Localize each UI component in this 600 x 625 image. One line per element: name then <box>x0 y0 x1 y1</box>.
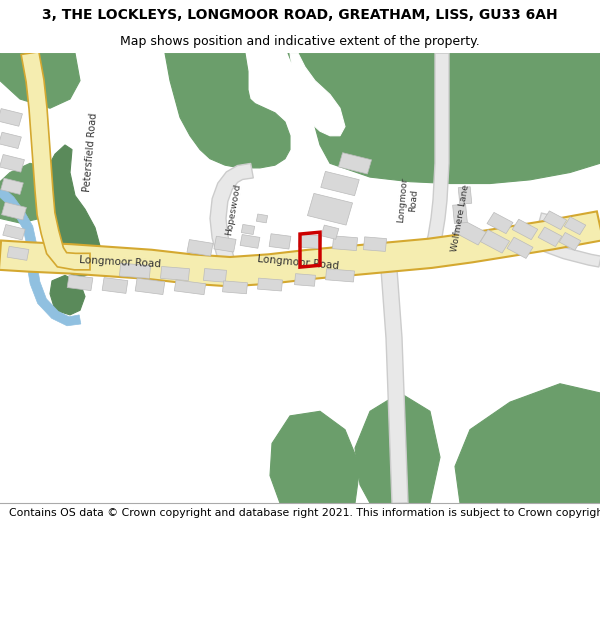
Polygon shape <box>0 163 60 223</box>
Text: Wolfmere Lane: Wolfmere Lane <box>449 184 470 253</box>
Text: Map shows position and indicative extent of the property.: Map shows position and indicative extent… <box>120 35 480 48</box>
Polygon shape <box>0 188 81 326</box>
Polygon shape <box>0 211 600 286</box>
Text: Longmoor
Road: Longmoor Road <box>397 177 419 224</box>
Bar <box>1 178 23 194</box>
Bar <box>203 269 227 282</box>
Polygon shape <box>288 53 600 184</box>
Bar <box>481 229 509 253</box>
Bar <box>214 236 236 252</box>
Polygon shape <box>355 393 440 503</box>
Bar <box>321 171 359 196</box>
Bar <box>240 234 260 248</box>
Bar <box>507 238 533 258</box>
Text: Contains OS data © Crown copyright and database right 2021. This information is : Contains OS data © Crown copyright and d… <box>9 508 600 518</box>
Bar <box>559 232 581 250</box>
Bar <box>338 152 371 174</box>
Polygon shape <box>423 53 449 255</box>
Bar <box>119 263 151 278</box>
Bar <box>321 225 339 239</box>
Bar <box>160 266 190 281</box>
Bar <box>295 274 316 286</box>
Bar <box>564 217 586 234</box>
Text: Petersfield Road: Petersfield Road <box>82 112 98 192</box>
Bar <box>326 269 355 282</box>
Bar <box>269 234 291 249</box>
Text: Longmoor Road: Longmoor Road <box>79 256 161 269</box>
Polygon shape <box>270 411 360 503</box>
Bar <box>307 193 353 225</box>
Bar <box>454 219 486 245</box>
Bar <box>544 211 566 229</box>
Bar <box>0 154 25 172</box>
Bar <box>0 132 22 149</box>
Polygon shape <box>290 53 345 136</box>
Bar <box>241 224 254 234</box>
Polygon shape <box>518 232 600 267</box>
Bar <box>512 219 538 239</box>
Bar <box>67 275 93 291</box>
Bar <box>223 281 247 294</box>
Text: Longmoor Road: Longmoor Road <box>257 254 339 271</box>
Bar <box>332 236 358 251</box>
Text: Hopeswood: Hopeswood <box>224 182 242 236</box>
Polygon shape <box>21 52 90 270</box>
Polygon shape <box>380 256 408 503</box>
Polygon shape <box>50 276 85 315</box>
Bar <box>7 246 29 261</box>
Bar <box>487 213 513 234</box>
Polygon shape <box>455 384 600 503</box>
Bar <box>364 237 386 251</box>
Polygon shape <box>210 163 253 274</box>
Polygon shape <box>165 53 290 168</box>
Bar <box>175 280 206 294</box>
Bar <box>452 204 467 224</box>
Bar <box>187 239 213 256</box>
Bar <box>257 278 283 291</box>
Bar <box>0 109 22 126</box>
Polygon shape <box>40 145 100 278</box>
Bar <box>298 234 322 249</box>
Bar <box>102 278 128 293</box>
Bar <box>458 187 472 204</box>
Polygon shape <box>539 213 600 233</box>
Bar <box>256 214 268 223</box>
Bar <box>135 278 165 294</box>
Bar <box>3 224 25 240</box>
Polygon shape <box>0 53 80 108</box>
Bar <box>2 202 26 220</box>
Text: 3, THE LOCKLEYS, LONGMOOR ROAD, GREATHAM, LISS, GU33 6AH: 3, THE LOCKLEYS, LONGMOOR ROAD, GREATHAM… <box>42 8 558 22</box>
Bar <box>538 227 562 246</box>
